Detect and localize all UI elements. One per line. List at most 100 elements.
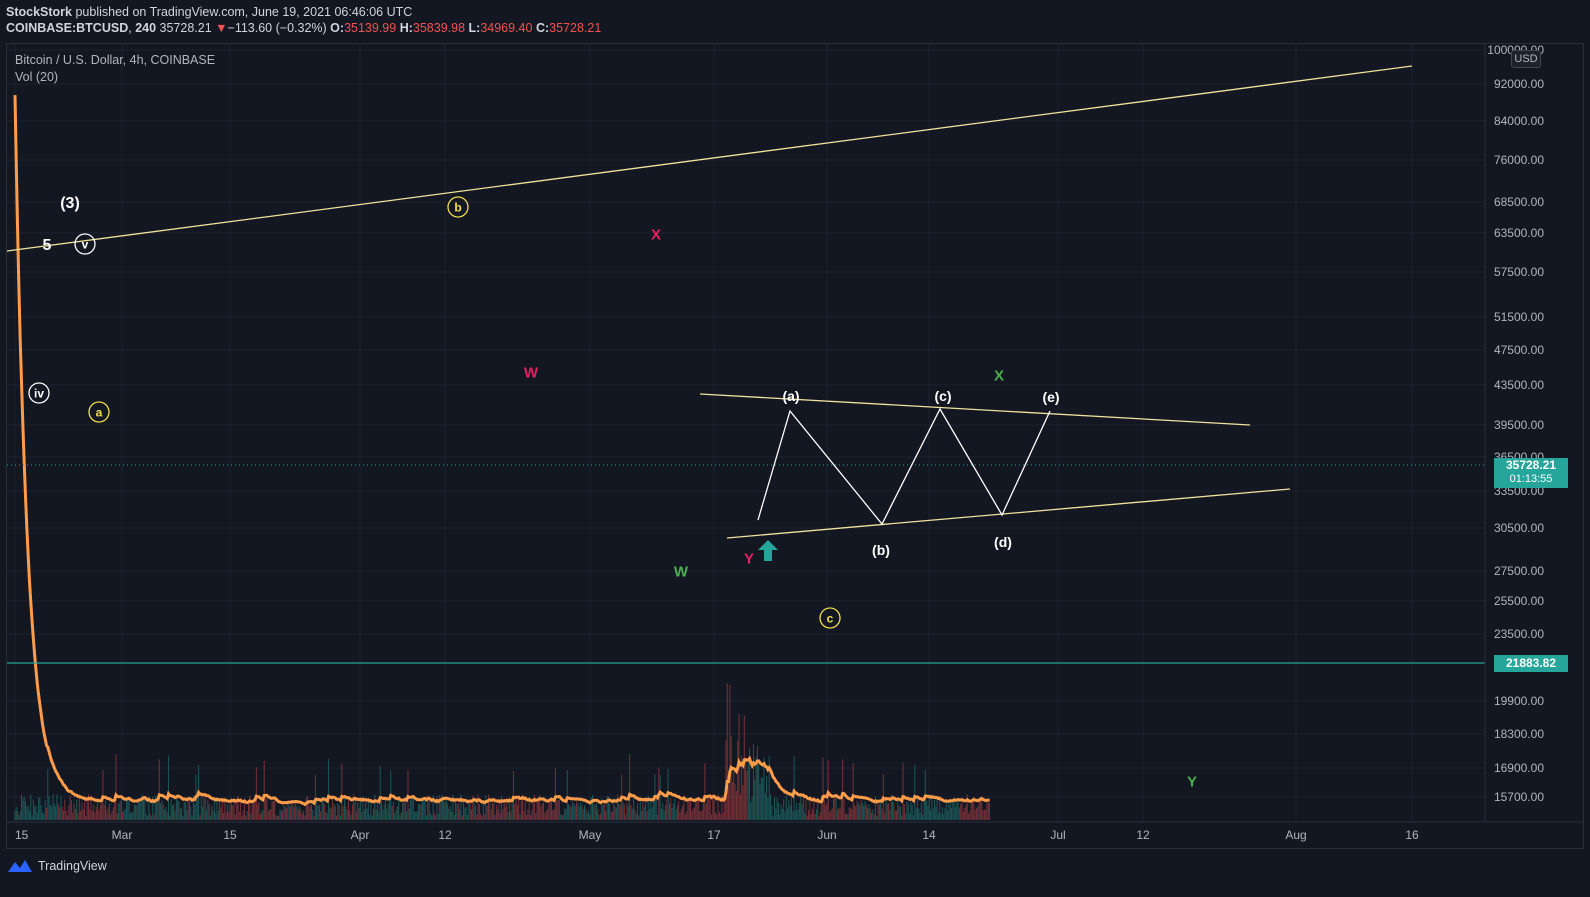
- volume-bar: [651, 807, 653, 820]
- volume-bar: [613, 798, 615, 820]
- time-tick-label: Jun: [817, 828, 836, 842]
- volume-bar: [429, 813, 431, 820]
- price-tick-label: 43500.00: [1494, 378, 1544, 392]
- volume-bar: [749, 748, 751, 820]
- volume-bar: [804, 813, 806, 820]
- volume-bar: [72, 812, 74, 820]
- price-change: −113.60 (−0.32%): [227, 21, 327, 35]
- volume-bar: [687, 801, 689, 820]
- volume-bar: [144, 797, 146, 820]
- volume-bar: [379, 766, 381, 820]
- volume-bar: [693, 807, 695, 820]
- volume-bar: [949, 798, 951, 820]
- volume-bar: [823, 794, 825, 820]
- volume-bar: [728, 786, 730, 820]
- interval: 240: [135, 21, 157, 35]
- volume-bar: [297, 809, 299, 820]
- volume-bar: [267, 811, 269, 820]
- volume-bar: [729, 684, 731, 820]
- volume-bar: [345, 805, 347, 820]
- wave-label-circle: [74, 233, 96, 255]
- volume-bar: [271, 801, 273, 820]
- volume-bar: [453, 814, 455, 820]
- volume-bar: [124, 809, 126, 820]
- volume-bar: [190, 806, 192, 820]
- volume-moving-average: [13, 95, 990, 807]
- volume-bar: [560, 814, 562, 820]
- volume-bar: [941, 806, 943, 820]
- volume-bar: [835, 795, 837, 820]
- legend-volume[interactable]: Vol (20): [15, 70, 59, 84]
- volume-bar: [428, 796, 430, 820]
- volume-bar: [791, 797, 793, 820]
- price-tick-label: 63500.00: [1494, 226, 1544, 240]
- volume-bar: [927, 806, 929, 820]
- volume-bar: [947, 810, 949, 820]
- volume-bar: [15, 806, 17, 820]
- volume-bar: [42, 812, 44, 820]
- volume-bar: [714, 812, 716, 820]
- chart-frame[interactable]: [6, 43, 1584, 849]
- volume-bar: [318, 804, 320, 820]
- time-tick-label: 16: [1405, 828, 1419, 842]
- volume-bar: [61, 806, 63, 820]
- volume-bar: [515, 796, 517, 820]
- volume-bar: [703, 803, 705, 820]
- volume-bar: [843, 798, 845, 820]
- volume-bar: [415, 811, 417, 820]
- volume-bar: [111, 810, 113, 820]
- volume-bar: [289, 806, 291, 820]
- author-name[interactable]: StockStork: [6, 5, 72, 19]
- volume-bar: [158, 759, 160, 820]
- brand-name[interactable]: TradingView: [38, 859, 107, 873]
- volume-bar: [165, 807, 167, 820]
- currency-badge[interactable]: USD: [1511, 50, 1541, 68]
- volume-bar: [817, 797, 819, 820]
- volume-bar: [481, 815, 483, 820]
- volume-bar: [300, 809, 302, 820]
- volume-bars: [14, 683, 991, 820]
- volume-bar: [441, 794, 443, 820]
- volume-bar: [724, 794, 726, 820]
- price-tick-label: 30500.00: [1494, 521, 1544, 535]
- volume-bar: [508, 796, 510, 820]
- legend-title[interactable]: Bitcoin / U.S. Dollar, 4h, COINBASE: [15, 53, 216, 67]
- volume-bar: [898, 805, 900, 820]
- volume-bar: [762, 777, 764, 820]
- volume-bar: [973, 796, 975, 820]
- publish-header: StockStork published on TradingView.com,…: [6, 4, 601, 36]
- open-label: O:: [330, 21, 345, 35]
- volume-bar: [902, 762, 904, 820]
- volume-bar: [535, 812, 537, 820]
- volume-bar: [877, 799, 879, 820]
- volume-bar: [333, 804, 335, 820]
- open-value: 35139.99: [344, 21, 397, 35]
- volume-bar: [282, 811, 284, 820]
- volume-bar: [615, 807, 617, 820]
- volume-bar: [606, 796, 608, 820]
- volume-bar: [366, 808, 368, 820]
- wave-label: a: [96, 405, 103, 419]
- wave-label: 5: [43, 237, 52, 254]
- volume-bar: [945, 801, 947, 820]
- time-tick-label: 15: [15, 828, 29, 842]
- volume-bar: [392, 802, 394, 820]
- volume-bar: [437, 813, 439, 820]
- volume-bar: [328, 758, 330, 820]
- volume-bar: [338, 805, 340, 820]
- volume-bar: [844, 813, 846, 820]
- volume-bar: [506, 798, 508, 820]
- volume-bar: [211, 805, 213, 820]
- volume-bar: [308, 800, 310, 820]
- volume-bar: [813, 796, 815, 820]
- level-price-value: 21883.82: [1505, 656, 1557, 670]
- volume-bar: [683, 795, 685, 820]
- volume-bar: [284, 806, 286, 820]
- volume-bar: [626, 802, 628, 820]
- volume-bar: [373, 808, 375, 820]
- tradingview-logo-icon[interactable]: [7, 858, 33, 874]
- volume-bar: [194, 804, 196, 820]
- volume-bar: [82, 809, 84, 820]
- volume-bar: [642, 801, 644, 820]
